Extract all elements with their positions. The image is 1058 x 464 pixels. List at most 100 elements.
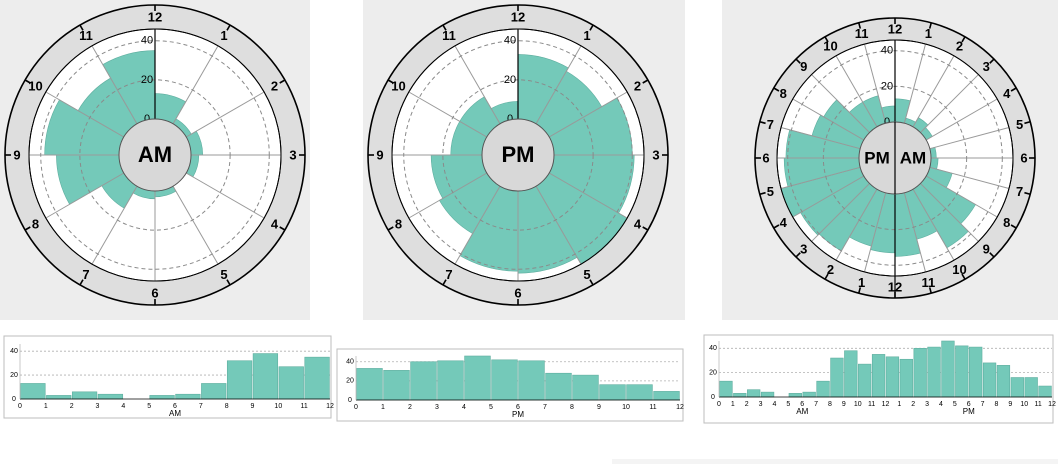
hour-tick xyxy=(226,24,231,31)
spoke-17 xyxy=(780,166,861,190)
hour-label: 5 xyxy=(583,267,590,282)
bar xyxy=(927,346,941,398)
x-tick-label: 3 xyxy=(759,401,763,408)
bar xyxy=(464,355,491,401)
r-tick-label: 20 xyxy=(141,74,153,86)
hour-label: 4 xyxy=(634,216,642,231)
bar xyxy=(969,346,983,398)
x-tick-label: 12 xyxy=(676,404,684,411)
x-tick-label: 8 xyxy=(995,401,999,408)
x-tick-label: 10 xyxy=(854,401,862,408)
hour-label: 3 xyxy=(289,147,296,162)
x-tick-label: 10 xyxy=(274,403,282,410)
hour-tick xyxy=(387,79,394,84)
center-label: PM xyxy=(502,142,535,167)
spoke-4 xyxy=(925,98,998,141)
spoke-13 xyxy=(863,192,887,273)
bar xyxy=(885,356,900,398)
bar xyxy=(719,380,733,398)
hour-label: 6 xyxy=(151,285,158,300)
bar xyxy=(982,362,997,398)
spoke-10 xyxy=(912,188,955,261)
hour-label: 10 xyxy=(28,78,42,93)
r-tick-label: 40 xyxy=(881,45,893,57)
hour-tick xyxy=(279,226,286,231)
x-tick-label: 4 xyxy=(121,403,125,410)
spoke-8 xyxy=(408,172,488,219)
hour-tick xyxy=(589,279,594,286)
hour-tick xyxy=(79,279,84,286)
hour-tick xyxy=(773,224,780,229)
x-tick-label: 2 xyxy=(745,401,749,408)
bar xyxy=(996,365,1011,398)
x-tick-label: 8 xyxy=(828,401,832,408)
bar xyxy=(1010,377,1024,398)
hour-label: 8 xyxy=(395,216,402,231)
bar xyxy=(599,384,626,401)
hour-label: 4 xyxy=(271,216,279,231)
r-tick-label: 0 xyxy=(507,113,513,125)
hour-label: 5 xyxy=(220,267,227,282)
hour-label: 7 xyxy=(445,267,452,282)
x-tick-label: 1 xyxy=(44,403,48,410)
hour-label: 6 xyxy=(1020,150,1027,165)
r-tick-label: 20 xyxy=(504,74,516,86)
hour-label: 2 xyxy=(271,78,278,93)
bar xyxy=(46,395,72,400)
hour-label: 10 xyxy=(823,39,837,54)
spoke-5 xyxy=(929,126,1010,150)
spoke-7 xyxy=(91,185,138,265)
center-hub xyxy=(118,118,192,192)
bar xyxy=(653,391,680,401)
x-tick-label: 8 xyxy=(570,404,574,411)
spoke-10 xyxy=(45,91,125,138)
x-tick-label: 6 xyxy=(967,401,971,408)
grid-circle-40 xyxy=(40,40,270,270)
center-label-right: AM xyxy=(900,148,926,167)
bar xyxy=(816,380,830,398)
footer-strip xyxy=(612,459,1058,464)
bar xyxy=(733,393,747,398)
spoke-3 xyxy=(920,74,979,133)
hour-tick xyxy=(387,226,394,231)
x-tick-label: 0 xyxy=(18,403,22,410)
bar xyxy=(356,368,383,401)
hour-label: 2 xyxy=(634,78,641,93)
hour-tick xyxy=(642,226,649,231)
hour-label: 2 xyxy=(827,262,834,277)
x-tick-label: 7 xyxy=(199,403,203,410)
r-tick-label: 0 xyxy=(144,113,150,125)
bar xyxy=(278,366,304,400)
x-tick-label: 6 xyxy=(173,403,177,410)
x-tick-label: 11 xyxy=(1034,401,1041,408)
hour-label: 9 xyxy=(800,59,807,74)
x-tick-label: 7 xyxy=(981,401,985,408)
hour-tick xyxy=(961,273,966,280)
spoke-4 xyxy=(548,172,628,219)
hour-tick xyxy=(24,226,31,231)
y-tick-label: 20 xyxy=(10,372,18,379)
x-tick-label: 8 xyxy=(225,403,229,410)
hour-tick xyxy=(961,36,966,43)
spoke-22 xyxy=(835,55,878,128)
spoke-7 xyxy=(454,185,501,265)
hour-label: 6 xyxy=(762,150,769,165)
spoke-14 xyxy=(835,188,878,261)
hour-tick xyxy=(759,120,766,125)
spoke-4 xyxy=(185,172,265,219)
y-tick-label: 40 xyxy=(709,345,717,352)
center-hub xyxy=(481,118,555,192)
x-tick-label: 1 xyxy=(731,401,735,408)
bar xyxy=(747,389,761,398)
spoke-11 xyxy=(903,192,927,273)
spoke-10 xyxy=(408,91,488,138)
hour-label: 8 xyxy=(1003,215,1010,230)
bar xyxy=(802,391,816,398)
hour-tick xyxy=(795,58,801,64)
x-tick-label: 9 xyxy=(842,401,846,408)
x-tick-label: 2 xyxy=(70,403,74,410)
hour-label: 12 xyxy=(511,9,525,24)
bar xyxy=(175,393,201,400)
x-tick-label: 11 xyxy=(301,403,308,410)
